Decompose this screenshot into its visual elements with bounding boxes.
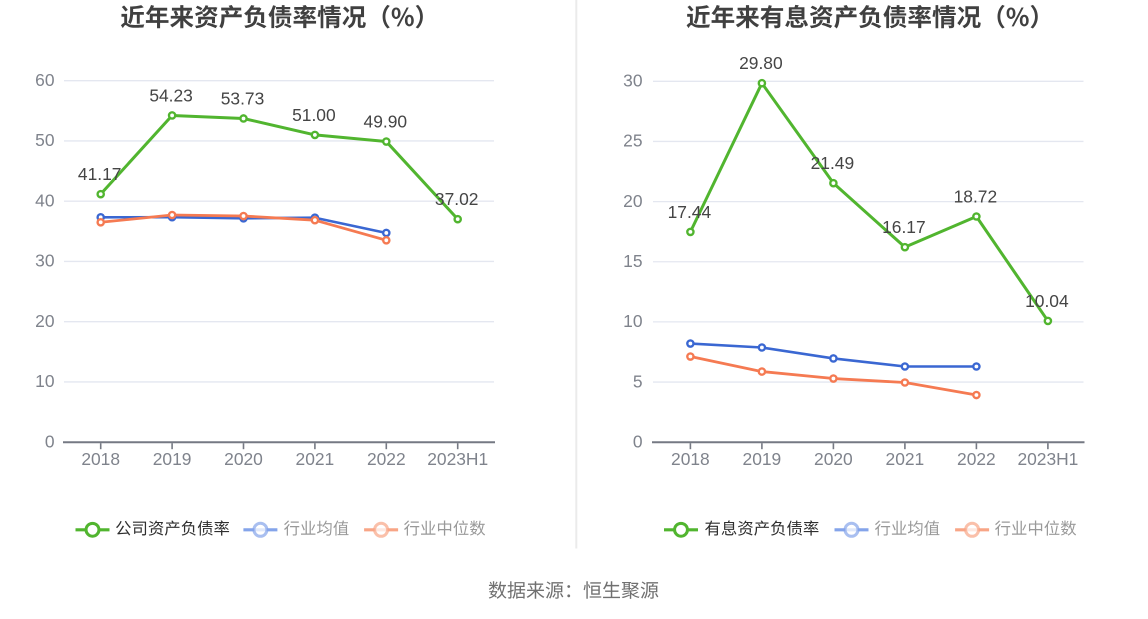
svg-text:18.72: 18.72 [954,186,998,206]
svg-text:2020: 2020 [224,449,263,469]
svg-text:2022: 2022 [367,449,406,469]
svg-text:2019: 2019 [743,449,782,469]
svg-text:21.49: 21.49 [811,153,855,173]
svg-text:41.17: 41.17 [78,164,122,184]
svg-text:25: 25 [623,131,642,151]
svg-text:60: 60 [35,70,54,90]
svg-text:54.23: 54.23 [149,85,193,105]
svg-text:2023H1: 2023H1 [427,449,488,469]
svg-text:17.44: 17.44 [668,202,712,222]
svg-text:50: 50 [35,130,54,150]
svg-text:2020: 2020 [814,449,853,469]
svg-text:0: 0 [633,431,643,451]
svg-text:51.00: 51.00 [292,105,336,125]
svg-text:15: 15 [623,251,642,271]
svg-text:53.73: 53.73 [221,88,265,108]
svg-text:40: 40 [35,190,54,210]
svg-text:16.17: 16.17 [882,217,926,237]
svg-text:29.80: 29.80 [739,53,783,73]
svg-text:2019: 2019 [153,449,192,469]
svg-text:49.90: 49.90 [364,111,408,131]
svg-text:2023H1: 2023H1 [1017,449,1078,469]
svg-text:20: 20 [35,311,54,331]
svg-text:30: 30 [623,71,642,91]
svg-text:5: 5 [633,371,643,391]
svg-text:2021: 2021 [296,449,335,469]
svg-text:2022: 2022 [957,449,996,469]
svg-text:10: 10 [35,371,54,391]
svg-text:10.04: 10.04 [1025,291,1069,311]
svg-text:30: 30 [35,251,54,271]
svg-text:2018: 2018 [671,449,710,469]
svg-text:37.02: 37.02 [435,189,479,209]
svg-text:0: 0 [45,431,55,451]
svg-text:2018: 2018 [81,449,120,469]
svg-text:2021: 2021 [886,449,925,469]
svg-text:10: 10 [623,311,642,331]
svg-text:20: 20 [623,191,642,211]
